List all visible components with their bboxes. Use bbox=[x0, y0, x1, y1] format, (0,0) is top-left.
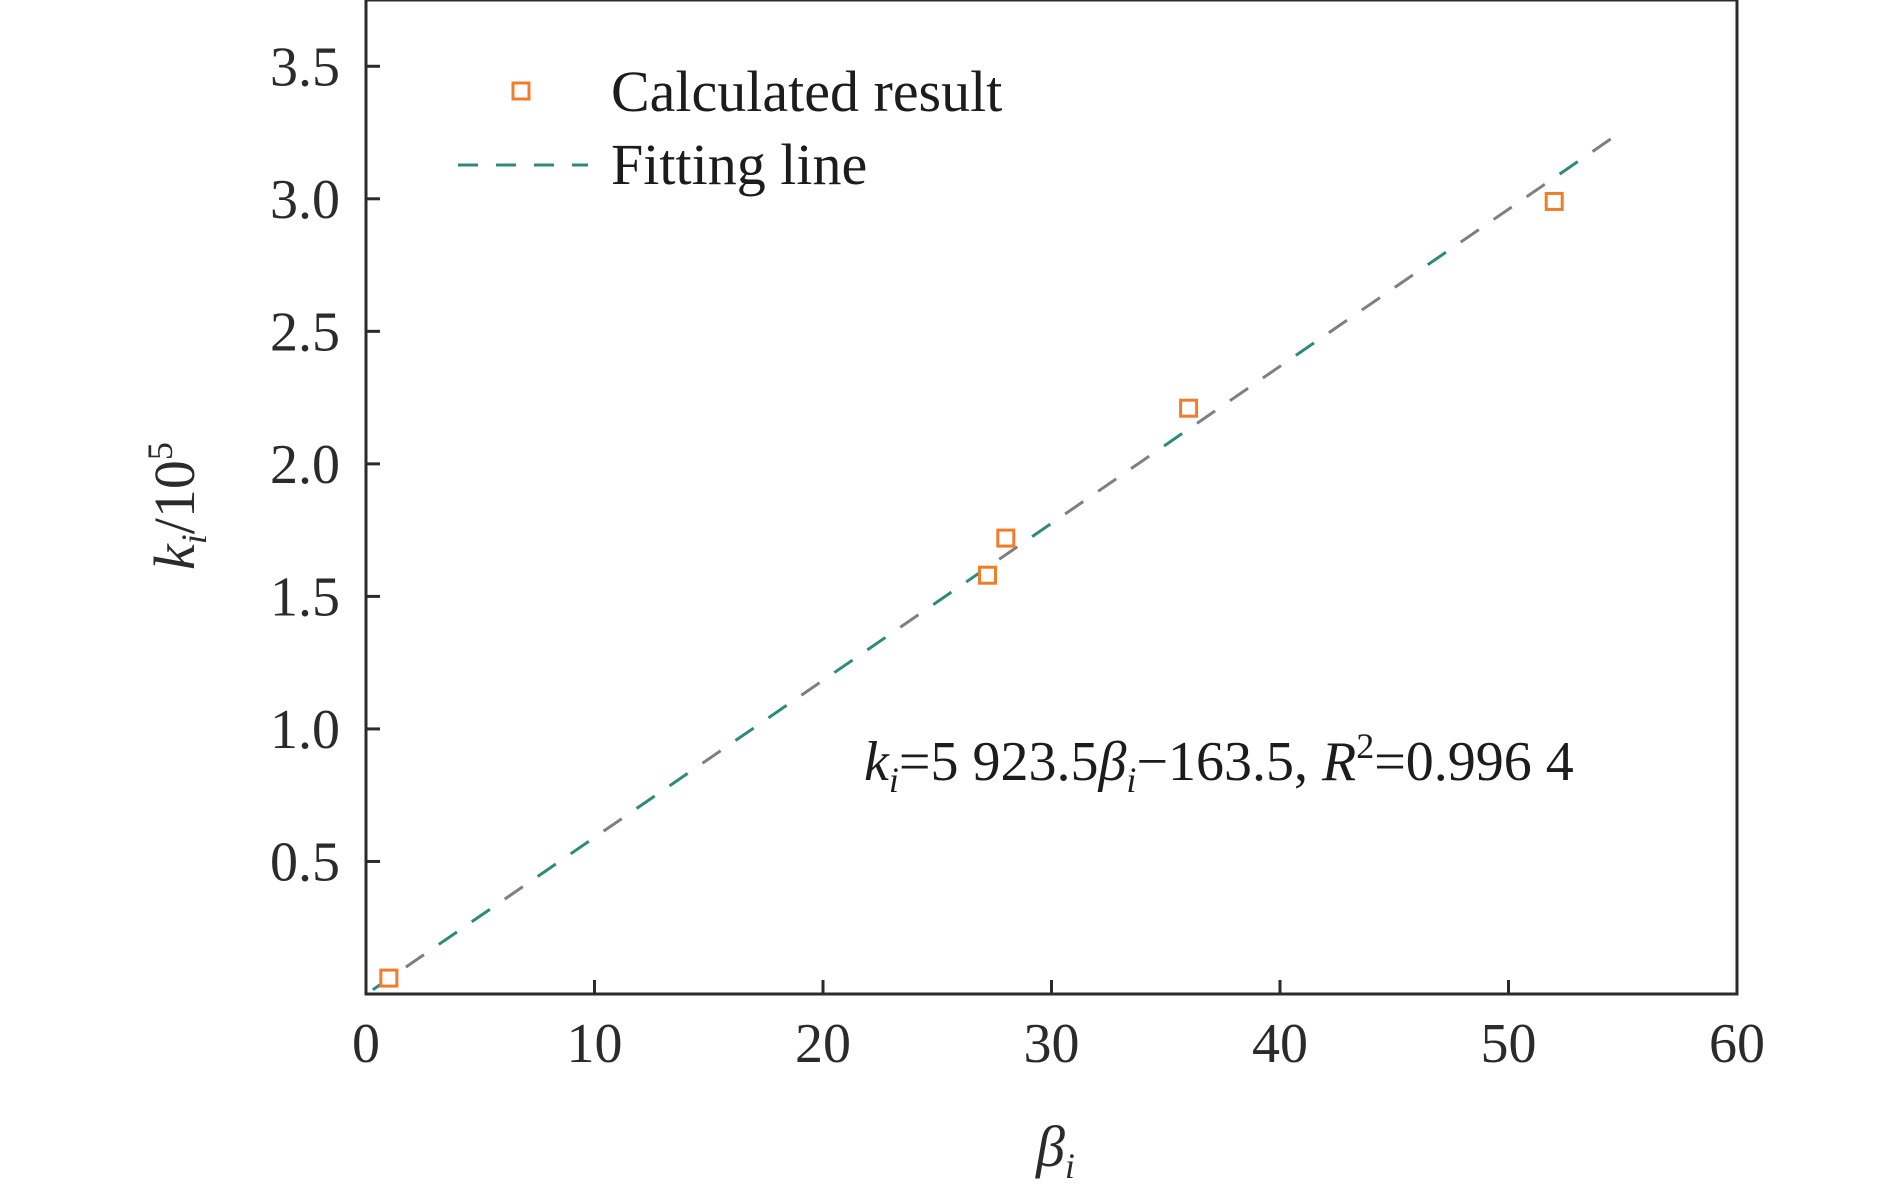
fitting-line-dash bbox=[470, 908, 491, 924]
fitting-line-dash bbox=[1295, 341, 1315, 357]
fitting-line-dash bbox=[899, 613, 920, 629]
fitting-line-dash bbox=[767, 704, 788, 720]
fitting-line-dash bbox=[1426, 251, 1447, 266]
y-axis-title: ki/105 bbox=[140, 442, 214, 570]
fitting-line-dash bbox=[701, 749, 722, 765]
x-tick-label: 30 bbox=[1024, 1013, 1080, 1075]
fitting-line-dash bbox=[1525, 183, 1546, 199]
fitting-line-dash bbox=[1031, 522, 1052, 538]
eq-k-subscript: i bbox=[889, 760, 899, 800]
fitting-line-dash bbox=[1492, 205, 1513, 221]
y-tick-label: 1.0 bbox=[270, 699, 340, 761]
x-tick-label: 50 bbox=[1481, 1013, 1537, 1075]
y-tick-label: 1.5 bbox=[270, 566, 340, 628]
legend-label-calculated-result: Calculated result bbox=[611, 59, 1002, 124]
eq-part1: =5 923.5 bbox=[899, 731, 1099, 793]
fitting-line-dash bbox=[437, 930, 458, 946]
calculated-result-point bbox=[379, 968, 399, 988]
fitting-line-dash bbox=[1393, 273, 1414, 289]
y-axis-title-subscript: i bbox=[174, 534, 214, 544]
fitting-line-dash bbox=[668, 772, 689, 788]
x-axis-title-symbol: β bbox=[1035, 1114, 1065, 1179]
y-tick-label: 2.0 bbox=[270, 434, 340, 496]
fitting-line-dash bbox=[569, 840, 590, 856]
fitting-line-dash bbox=[800, 681, 821, 697]
x-axis-ticks: 0 10 20 30 40 50 60 bbox=[352, 980, 1765, 1075]
fitting-line-dash bbox=[1327, 319, 1348, 334]
x-tick-label: 10 bbox=[567, 1013, 623, 1075]
fitting-line-dash bbox=[602, 817, 623, 833]
eq-beta: β bbox=[1097, 731, 1126, 793]
fitting-line-dash bbox=[1262, 364, 1282, 380]
fitting-line-dash bbox=[1130, 454, 1151, 470]
y-tick-label: 2.5 bbox=[270, 301, 340, 363]
fitting-line-dash bbox=[833, 658, 854, 674]
legend-label-fitting-line: Fitting line bbox=[611, 132, 867, 197]
fitting-line-dash bbox=[734, 726, 755, 742]
fitting-line-dash bbox=[1591, 137, 1612, 153]
x-tick-label: 60 bbox=[1709, 1013, 1765, 1075]
calculated-result-point bbox=[978, 565, 998, 585]
fitting-line-dash bbox=[1097, 477, 1118, 493]
eq-r-superscript: 2 bbox=[1356, 726, 1374, 766]
fitting-line-dash bbox=[1229, 386, 1249, 402]
eq-part3: =0.996 4 bbox=[1374, 731, 1574, 793]
fitting-line-dash bbox=[866, 636, 887, 652]
legend-marker-calculated-result bbox=[511, 81, 531, 101]
fitting-line-dash bbox=[998, 545, 1019, 561]
fitting-line-dash bbox=[1163, 432, 1183, 448]
y-tick-label: 0.5 bbox=[270, 831, 340, 893]
fitting-line-dash bbox=[932, 590, 953, 606]
x-axis-title: βi bbox=[1035, 1114, 1075, 1184]
plot-area-frame bbox=[364, 0, 1739, 996]
fitting-line-dash bbox=[536, 862, 557, 878]
y-axis-title-suffix: /10 bbox=[142, 460, 207, 534]
calculated-result-point bbox=[1544, 191, 1564, 211]
y-axis-title-superscript: 5 bbox=[140, 442, 180, 460]
eq-r: R bbox=[1321, 731, 1356, 793]
eq-k: k bbox=[864, 731, 890, 793]
y-axis-title-symbol: k bbox=[142, 543, 207, 570]
fitting-line-dash bbox=[1558, 160, 1579, 176]
calculated-result-point bbox=[996, 528, 1016, 548]
fitting-line-dash bbox=[503, 885, 524, 901]
fitting-line-dash bbox=[635, 794, 656, 810]
fitting-line-dash bbox=[404, 953, 425, 969]
legend: Calculated result Fitting line bbox=[458, 59, 1002, 197]
eq-part2: −163.5, bbox=[1136, 731, 1322, 793]
eq-beta-subscript: i bbox=[1126, 760, 1136, 800]
fitting-line-dash bbox=[1196, 409, 1216, 425]
fitting-line-dash bbox=[1064, 500, 1085, 516]
fitting-line-dash bbox=[1459, 228, 1480, 244]
x-tick-label: 40 bbox=[1252, 1013, 1308, 1075]
calculated-result-point bbox=[1179, 398, 1199, 418]
fitting-line-group bbox=[372, 137, 1612, 991]
fit-equation-annotation: ki=5 923.5βi−163.5, R2=0.996 4 bbox=[864, 726, 1574, 800]
fitting-line-dash bbox=[1360, 296, 1381, 312]
y-axis-ticks: 0.5 1.0 1.5 2.0 2.5 3.0 3.5 bbox=[270, 36, 380, 893]
x-tick-label: 20 bbox=[795, 1013, 851, 1075]
y-tick-label: 3.5 bbox=[270, 36, 340, 98]
x-axis-title-subscript: i bbox=[1065, 1146, 1075, 1184]
x-tick-label: 0 bbox=[352, 1013, 380, 1075]
y-tick-label: 3.0 bbox=[270, 169, 340, 231]
calculated-points-group bbox=[379, 191, 1564, 988]
